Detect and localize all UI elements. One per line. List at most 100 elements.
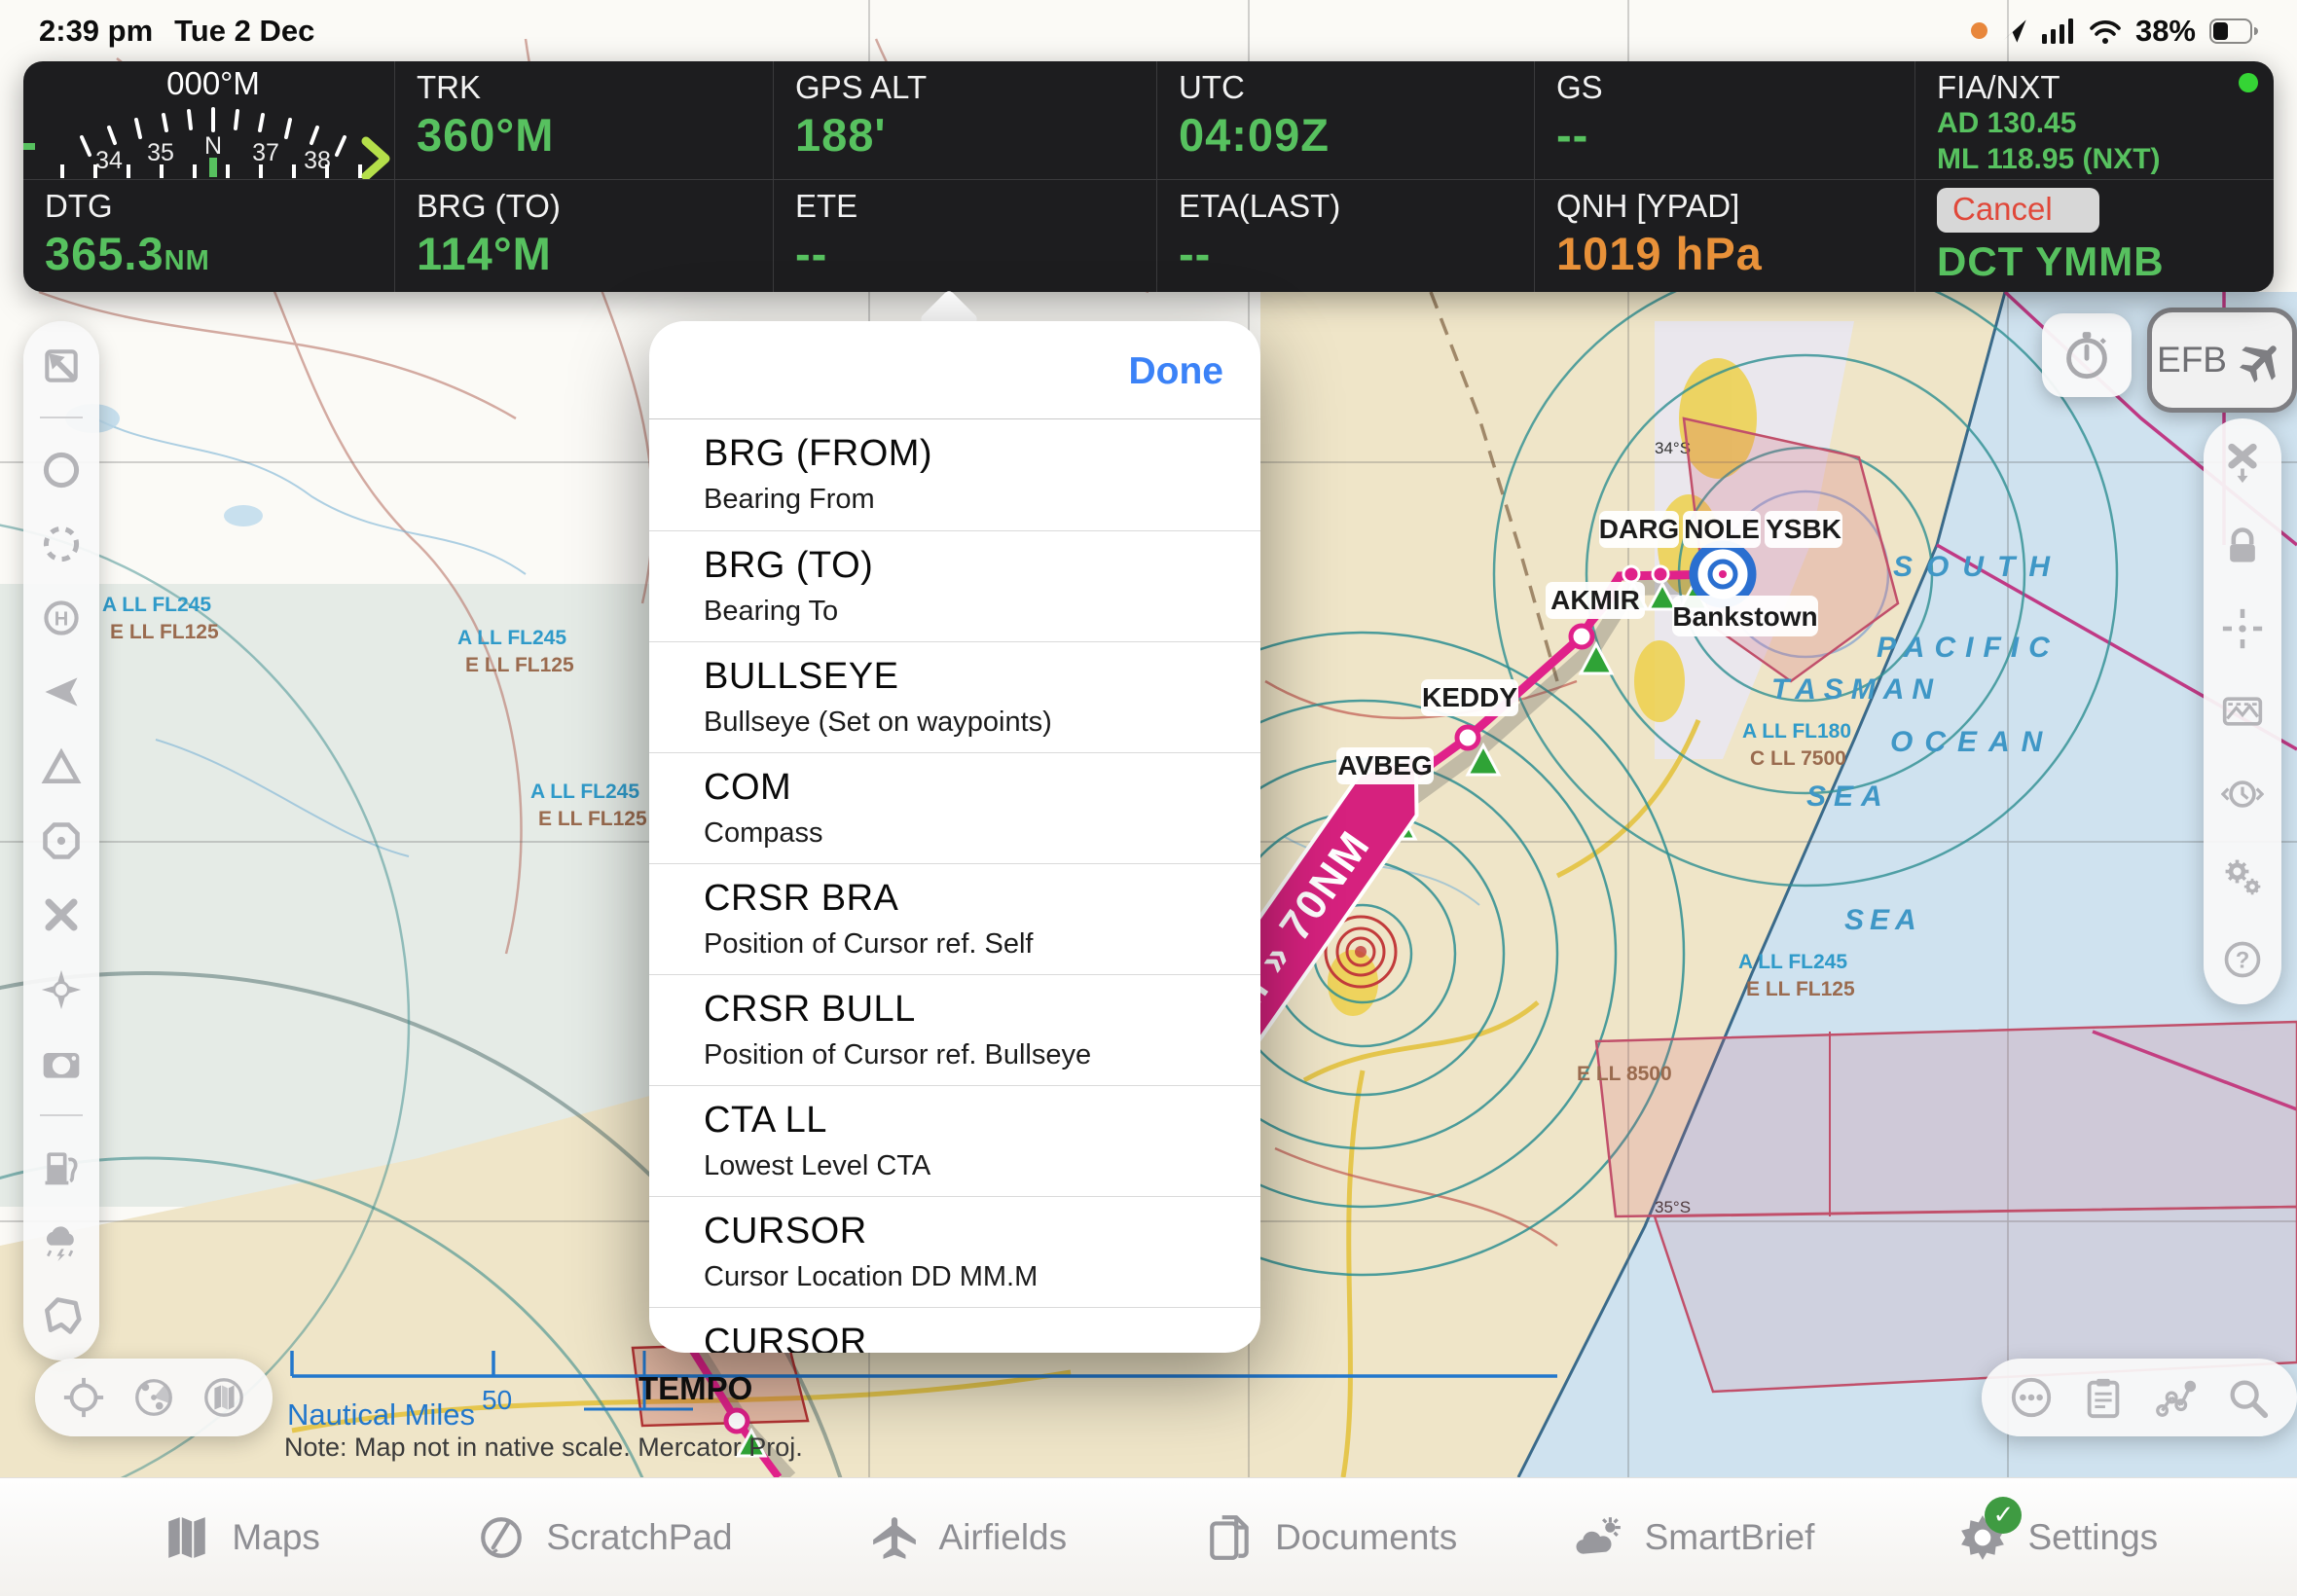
- select-annotation-button[interactable]: [38, 343, 85, 389]
- ocean-label-tasman: TASMAN: [1771, 673, 1941, 706]
- tab-scratchpad[interactable]: ScratchPad: [421, 1478, 784, 1596]
- circle-tool-button[interactable]: [38, 447, 85, 493]
- delete-annotation-button[interactable]: [38, 891, 85, 938]
- search-button[interactable]: [2224, 1374, 2271, 1421]
- field-option-cta-ll[interactable]: CTA LL Lowest Level CTA: [649, 1085, 1260, 1196]
- brg-to-value: 114°M: [417, 227, 552, 279]
- weather-button[interactable]: [38, 1218, 85, 1265]
- panel-cell-gs[interactable]: GS --: [1535, 61, 1915, 180]
- svg-text:TEMPO: TEMPO: [638, 1370, 752, 1406]
- field-option-cursor-2-clipped[interactable]: CURSOR: [649, 1307, 1260, 1353]
- scratchpad-icon: [474, 1510, 529, 1565]
- svg-text:Note: Map not in native scale.: Note: Map not in native scale. Mercator …: [284, 1433, 803, 1462]
- compass-scale-n: N: [204, 132, 222, 160]
- compass-heading: 000°M: [166, 65, 260, 101]
- panel-cell-ete[interactable]: ETE --: [774, 180, 1157, 292]
- efb-mode-button[interactable]: EFB: [2147, 308, 2297, 413]
- map-terrain-e: [1260, 292, 2005, 1477]
- fia-ml-freq: ML 118.95 (NXT): [1937, 143, 2161, 176]
- map-tools-pill: [1982, 1359, 2297, 1436]
- triangle-marker-button[interactable]: [38, 744, 85, 790]
- panel-cell-utc[interactable]: UTC 04:09Z: [1157, 61, 1535, 180]
- done-button[interactable]: Done: [1128, 350, 1224, 392]
- cursor-marker-button[interactable]: [38, 669, 85, 715]
- compass-scale-34: 34: [95, 147, 123, 174]
- crosshair-cursor-button[interactable]: [2219, 605, 2266, 652]
- waypoint-labels: DARG NOLE YSBK AKMIR Bankstown KEDDY AVB…: [1336, 511, 1842, 784]
- tab-smartbrief[interactable]: SmartBrief: [1512, 1478, 1875, 1596]
- octagon-marker-button[interactable]: [38, 817, 85, 864]
- route-nodes-button[interactable]: [2152, 1374, 2199, 1421]
- map-roads-yellow: [291, 719, 1701, 1477]
- center-position-button[interactable]: [60, 1374, 107, 1421]
- more-options-button[interactable]: [2008, 1374, 2055, 1421]
- tab-airfields[interactable]: Airfields: [785, 1478, 1148, 1596]
- ocean-label-sea2: SEA: [1844, 904, 1922, 936]
- panel-cell-gps-alt[interactable]: GPS ALT 188': [774, 61, 1157, 180]
- svg-text:Bankstown: Bankstown: [1672, 601, 1817, 632]
- map-ocean: [1518, 292, 2297, 1477]
- radar-button[interactable]: [130, 1374, 177, 1421]
- map-settings-button[interactable]: [2219, 853, 2266, 900]
- panel-cell-dtg[interactable]: DTG 365.3NM: [23, 180, 395, 292]
- fuel-button[interactable]: [38, 1143, 85, 1190]
- user-map-shapes-button[interactable]: [38, 1292, 85, 1339]
- tab-maps[interactable]: Maps: [58, 1478, 421, 1596]
- battery-icon: [2209, 18, 2258, 44]
- field-option-bullseye[interactable]: BULLSEYE Bullseye (Set on waypoints): [649, 641, 1260, 752]
- panel-cell-fia[interactable]: FIA/NXT AD 130.45 ML 118.95 (NXT): [1915, 61, 2274, 180]
- svg-text:E LL FL125: E LL FL125: [538, 808, 647, 830]
- map-lake: [224, 505, 263, 526]
- timer-button[interactable]: [2042, 313, 2132, 397]
- clock-date: Tue 2 Dec: [174, 13, 315, 48]
- dashed-circle-tool-button[interactable]: [38, 521, 85, 567]
- compass-widget[interactable]: 000°M 34 35 N 37 38: [23, 61, 395, 180]
- instrument-panel: 000°M 34 35 N 37 38: [23, 61, 2274, 292]
- terrain-view-button[interactable]: [2219, 688, 2266, 735]
- map-layers-button[interactable]: [201, 1374, 247, 1421]
- panel-cell-route: Cancel DCT YMMB: [1915, 180, 2274, 292]
- field-option-crsr-bull[interactable]: CRSR BULL Position of Cursor ref. Bullse…: [649, 974, 1260, 1085]
- panel-cell-trk[interactable]: TRK 360°M: [395, 61, 774, 180]
- field-option-crsr-bra[interactable]: CRSR BRA Position of Cursor ref. Self: [649, 863, 1260, 974]
- tab-documents[interactable]: Documents: [1148, 1478, 1512, 1596]
- qnh-value: 1019 hPa: [1556, 227, 1763, 279]
- field-option-brg-from[interactable]: BRG (FROM) Bearing From: [704, 433, 933, 515]
- svg-text:NOLE: NOLE: [1684, 514, 1760, 544]
- panel-cell-eta[interactable]: ETA(LAST) --: [1157, 180, 1535, 292]
- lock-button[interactable]: [2219, 523, 2266, 569]
- gs-label: GS: [1556, 69, 1603, 105]
- airspace-labels: A LL FL245 E LL FL125 A LL FL245 E LL FL…: [102, 594, 1855, 1085]
- utc-label: UTC: [1179, 69, 1245, 105]
- svg-text:Nautical Miles: Nautical Miles: [287, 1397, 475, 1432]
- brg-to-label: BRG (TO): [417, 188, 561, 224]
- documents-icon: [1203, 1510, 1258, 1565]
- camera-button[interactable]: [38, 1040, 85, 1087]
- tab-settings[interactable]: ✓ Settings: [1876, 1478, 2239, 1596]
- time-slider-button[interactable]: [2219, 771, 2266, 817]
- lat-label-35s: 35°S: [1655, 1198, 1691, 1216]
- map-roads-red: [1264, 679, 1578, 1248]
- panel-cell-brg-to[interactable]: BRG (TO) 114°M: [395, 180, 774, 292]
- ocean-label-ocean: OCEAN: [1890, 726, 2054, 758]
- field-option-com[interactable]: COM Compass: [649, 752, 1260, 863]
- map-position-pill: [35, 1359, 273, 1436]
- map-zone-teal: [0, 584, 672, 1207]
- svg-text:AVBEG: AVBEG: [1337, 750, 1433, 780]
- trk-value: 360°M: [417, 108, 555, 161]
- field-option-brg-to[interactable]: BRG (TO) Bearing To: [649, 530, 1260, 641]
- clock-time: 2:39 pm: [39, 13, 154, 48]
- helipad-tool-button[interactable]: H: [38, 595, 85, 641]
- field-option-cursor[interactable]: CURSOR Cursor Location DD MM.M: [649, 1196, 1260, 1307]
- gps-alt-label: GPS ALT: [795, 69, 928, 105]
- compass-scale-35: 35: [147, 139, 174, 166]
- help-button[interactable]: ?: [2219, 936, 2266, 983]
- flight-plan-button[interactable]: [2080, 1374, 2127, 1421]
- waypoint-rose-button[interactable]: [38, 966, 85, 1013]
- ocean-label-pacific: PACIFIC: [1877, 632, 2060, 664]
- close-panel-button[interactable]: [2219, 440, 2266, 487]
- lat-label-34s: 34°S: [1655, 439, 1691, 457]
- panel-cell-qnh[interactable]: QNH [YPAD] 1019 hPa: [1535, 180, 1915, 292]
- cancel-button[interactable]: Cancel: [1937, 188, 2099, 233]
